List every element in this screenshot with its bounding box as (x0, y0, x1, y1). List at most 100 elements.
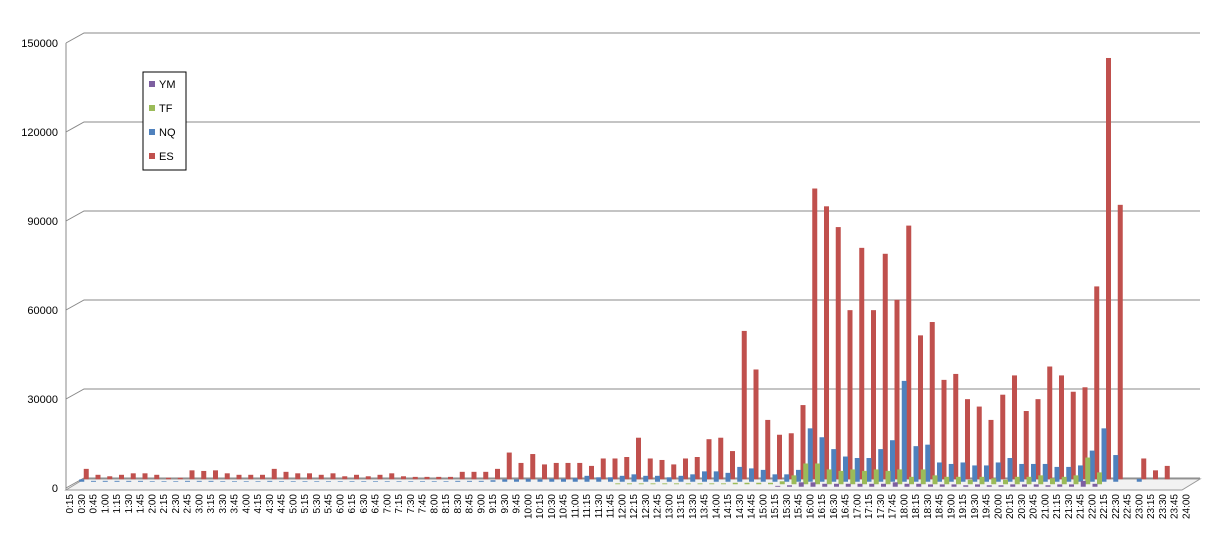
x-tick-label: 21:00 (1040, 494, 1051, 519)
legend-label: TF (159, 103, 173, 115)
bar (1069, 484, 1074, 487)
bar (796, 469, 801, 482)
bar (1003, 479, 1008, 485)
bar (857, 483, 863, 487)
bar (483, 471, 489, 480)
bar (845, 483, 851, 487)
bar (189, 470, 195, 480)
x-tick-label: 5:45 (324, 494, 335, 514)
legend-swatch (149, 129, 155, 135)
x-tick-label: 3:45 (230, 494, 241, 514)
bar (224, 473, 230, 480)
x-tick-label: 19:15 (958, 494, 969, 519)
bar (624, 457, 630, 480)
x-tick-label: 15:15 (770, 494, 781, 519)
bar (1059, 375, 1064, 480)
x-tick-label: 6:15 (347, 494, 358, 514)
bar (991, 478, 997, 485)
x-tick-label: 17:30 (876, 494, 887, 519)
bar (929, 322, 935, 480)
bar (713, 471, 719, 482)
bar (951, 484, 957, 487)
bar (928, 484, 933, 487)
bar (760, 469, 766, 482)
x-tick-label: 6:30 (359, 494, 370, 514)
bar (279, 481, 284, 482)
x-tick-label: 0:15 (65, 494, 76, 514)
bar (537, 479, 543, 482)
x-tick-label: 20:30 (1017, 494, 1028, 519)
bar (1061, 476, 1067, 485)
x-tick-label: 4:45 (277, 494, 288, 514)
legend-swatch (149, 81, 155, 87)
x-tick-label: 23:00 (1134, 494, 1145, 519)
bar (939, 484, 945, 487)
bar (1045, 485, 1051, 487)
x-tick-label: 9:15 (488, 494, 499, 514)
y-tick-label: 0 (52, 483, 58, 495)
bar (963, 485, 969, 487)
x-tick-label: 20:00 (993, 494, 1004, 519)
bar (525, 478, 531, 482)
x-tick-label: 23:45 (1170, 494, 1181, 519)
x-tick-label: 6:45 (371, 494, 382, 514)
bar (873, 469, 879, 485)
bar (1078, 465, 1083, 482)
bar (659, 459, 665, 480)
bar (154, 474, 160, 480)
bar (596, 477, 602, 482)
bar (697, 483, 703, 485)
bar (1010, 484, 1016, 487)
x-tick-label: 1:00 (100, 494, 111, 514)
grid-line (65, 121, 1200, 133)
bar (835, 227, 841, 480)
bar (988, 419, 994, 480)
bar (847, 310, 853, 480)
bar (937, 462, 942, 482)
bar (612, 458, 618, 480)
bar (1000, 394, 1006, 480)
bar (730, 451, 735, 480)
bar (1141, 458, 1147, 480)
bar (185, 480, 190, 482)
bar (737, 466, 743, 482)
x-tick-label: 18:30 (923, 494, 934, 519)
bar (384, 481, 390, 482)
bar (349, 481, 355, 482)
bar (149, 481, 155, 482)
bar (589, 465, 594, 480)
bar (565, 462, 571, 480)
bar (690, 474, 696, 482)
x-tick-label: 9:00 (476, 494, 487, 514)
bar (1007, 458, 1013, 482)
bar (600, 458, 606, 480)
bar (177, 477, 183, 480)
bar (255, 481, 261, 482)
x-tick-label: 22:30 (1111, 494, 1122, 519)
bar (561, 478, 566, 482)
bar (1136, 478, 1142, 482)
x-tick-label: 16:15 (817, 494, 828, 519)
bar (650, 483, 656, 485)
bar (1082, 387, 1088, 480)
x-tick-label: 1:45 (136, 494, 147, 514)
x-tick-label: 10:15 (535, 494, 546, 519)
bar (408, 481, 414, 482)
bar (443, 481, 449, 482)
x-tick-label: 1:15 (112, 494, 123, 514)
bar (638, 483, 644, 485)
bar (248, 474, 254, 480)
y-tick-label: 60000 (27, 305, 58, 317)
bar (201, 470, 207, 480)
x-tick-label: 1:30 (124, 494, 135, 514)
x-tick-label: 14:00 (711, 494, 722, 519)
bar (220, 481, 226, 482)
bar (777, 434, 782, 480)
bar (725, 472, 731, 482)
x-tick-label: 11:00 (570, 494, 581, 519)
x-tick-label: 18:15 (911, 494, 922, 519)
bar (854, 458, 860, 482)
bar (213, 470, 218, 480)
bar (906, 225, 912, 480)
x-tick-label: 16:45 (841, 494, 852, 519)
